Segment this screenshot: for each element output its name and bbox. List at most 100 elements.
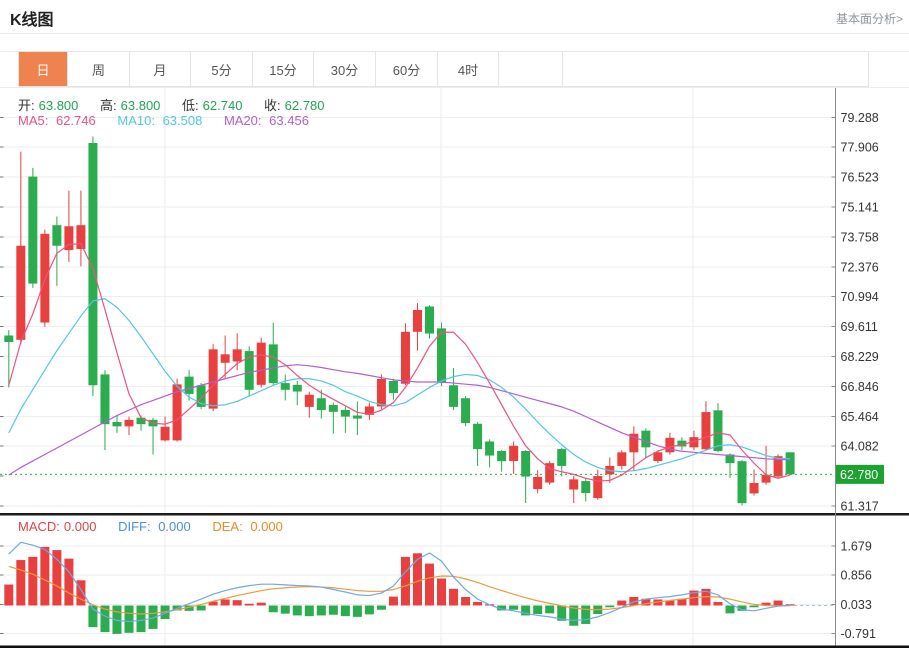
candle-body bbox=[220, 354, 230, 363]
open-label: 开: bbox=[18, 98, 35, 113]
candle-body bbox=[641, 430, 651, 448]
macd-bar bbox=[100, 605, 110, 633]
candle-body bbox=[449, 385, 459, 407]
candle-body bbox=[268, 344, 278, 384]
axis-tick-label: 61.317 bbox=[841, 500, 879, 514]
macd-bar bbox=[617, 600, 627, 606]
diff-value: 0.000 bbox=[158, 519, 191, 534]
fundamental-analysis-link[interactable]: 基本面分析> bbox=[835, 12, 903, 26]
candle-body bbox=[304, 394, 314, 407]
dea-label: DEA: bbox=[212, 519, 243, 534]
candle-body bbox=[653, 452, 663, 461]
candle-body bbox=[557, 449, 567, 466]
macd-bar bbox=[256, 602, 266, 606]
macd-bar bbox=[713, 601, 723, 606]
ma-legend: MA5: 62.746 MA10: 63.508 MA20: 63.456 bbox=[18, 113, 327, 128]
candle-wick bbox=[573, 476, 575, 504]
macd-bar bbox=[376, 605, 386, 610]
diff-label: DIFF: bbox=[118, 519, 151, 534]
candle-body bbox=[533, 476, 543, 490]
tab-interval-3[interactable]: 5分 bbox=[191, 52, 253, 86]
candle-body bbox=[256, 342, 266, 385]
axis-tick-label: -0.791 bbox=[841, 627, 876, 641]
tab-interval-4[interactable]: 15分 bbox=[253, 52, 314, 86]
candle-body bbox=[400, 331, 410, 384]
ma20-label: MA20: bbox=[223, 113, 262, 128]
macd-bar bbox=[761, 602, 771, 606]
close-label: 收: bbox=[264, 98, 281, 113]
macd-bar bbox=[76, 580, 86, 606]
macd-bar bbox=[545, 605, 555, 614]
macd-bar bbox=[136, 605, 146, 633]
macd-bar bbox=[737, 605, 747, 611]
current-price-badge-label: 62.780 bbox=[840, 468, 878, 482]
candle-body bbox=[208, 349, 218, 409]
candle-body bbox=[292, 384, 302, 392]
macd-bar bbox=[641, 598, 651, 606]
candle-body bbox=[352, 415, 362, 419]
candle-body bbox=[4, 335, 14, 342]
candle-body bbox=[52, 225, 62, 246]
macd-bar bbox=[148, 605, 158, 629]
candle-body bbox=[388, 380, 398, 394]
macd-bar bbox=[4, 584, 14, 606]
ma5-value: 62.746 bbox=[55, 113, 96, 128]
macd-bar bbox=[461, 596, 471, 606]
axis-tick-label: 68.229 bbox=[841, 350, 879, 364]
macd-bar bbox=[112, 605, 122, 634]
macd-bar bbox=[220, 599, 230, 606]
macd-bar bbox=[196, 605, 206, 611]
tab-interval-2[interactable]: 月 bbox=[130, 52, 191, 86]
close-value: 62.780 bbox=[284, 98, 325, 113]
macd-bar bbox=[533, 605, 543, 615]
candle-body bbox=[76, 225, 86, 249]
candle-body bbox=[112, 422, 122, 427]
candle-wick bbox=[152, 417, 154, 455]
ma20-line bbox=[8, 364, 791, 476]
tab-interval-0[interactable]: 日 bbox=[19, 52, 68, 86]
high-label: 高: bbox=[100, 98, 117, 113]
macd-bar bbox=[449, 588, 459, 606]
candle-body bbox=[485, 441, 495, 456]
candle-wick bbox=[344, 406, 346, 433]
candle-body bbox=[425, 306, 434, 334]
candle-body bbox=[677, 440, 687, 447]
tab-interval-6[interactable]: 60分 bbox=[376, 52, 438, 86]
tab-interval-5[interactable]: 30分 bbox=[314, 52, 376, 86]
ma20-value: 63.456 bbox=[269, 113, 309, 128]
axis-tick-label: 0.033 bbox=[841, 598, 872, 612]
macd-bar bbox=[509, 605, 519, 610]
tabbar-bottom-rule bbox=[0, 87, 909, 88]
candle-body bbox=[761, 474, 771, 483]
macd-bar bbox=[412, 553, 422, 606]
candle-body bbox=[521, 451, 531, 477]
macd-bar bbox=[629, 596, 639, 606]
candle-body bbox=[437, 328, 447, 384]
candle-body bbox=[412, 309, 422, 332]
candle-body bbox=[88, 142, 98, 386]
candle-wick bbox=[753, 469, 755, 496]
tab-interval-1[interactable]: 周 bbox=[68, 52, 130, 86]
tabbar-empty-cell bbox=[499, 52, 563, 86]
macd-bar bbox=[184, 605, 194, 611]
candle-body bbox=[725, 454, 735, 464]
ma10-value: 63.508 bbox=[162, 113, 203, 128]
candle-body bbox=[713, 410, 723, 452]
candle-wick bbox=[765, 445, 767, 485]
candle-body bbox=[364, 406, 374, 415]
macd-bar bbox=[280, 605, 290, 614]
bottom-rule bbox=[0, 645, 909, 648]
candle-body bbox=[244, 351, 254, 390]
macd-bar bbox=[124, 605, 134, 633]
candle-body bbox=[376, 378, 386, 407]
macd-bar bbox=[16, 560, 26, 606]
candle-wick bbox=[8, 330, 10, 388]
macd-bar bbox=[28, 556, 38, 606]
dea-line bbox=[8, 565, 791, 615]
candle-body bbox=[785, 452, 795, 475]
tab-interval-7[interactable]: 4时 bbox=[438, 52, 499, 86]
macd-bar bbox=[773, 600, 783, 606]
macd-bar bbox=[665, 600, 675, 606]
